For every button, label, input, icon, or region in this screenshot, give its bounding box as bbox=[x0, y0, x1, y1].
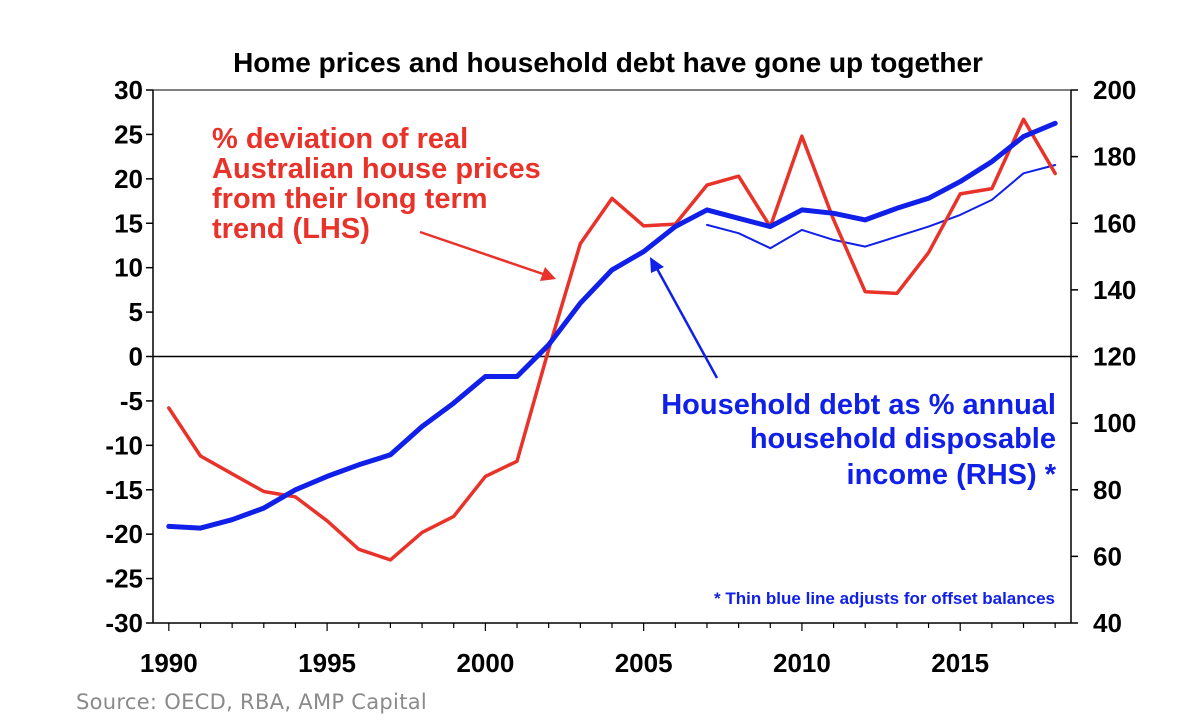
red-label-line: from their long term bbox=[212, 183, 488, 215]
left-tick-label: -15 bbox=[105, 475, 143, 505]
x-tick-label: 2010 bbox=[773, 648, 831, 678]
right-axis-ticks: 200 180 160 140 120 100 80 60 40 bbox=[1071, 75, 1136, 638]
footnote: * Thin blue line adjusts for offset bala… bbox=[714, 589, 1055, 608]
right-tick-label: 140 bbox=[1093, 275, 1136, 305]
red-label-line: trend (LHS) bbox=[212, 213, 370, 245]
red-label-line: % deviation of real bbox=[212, 123, 468, 155]
right-tick-label: 40 bbox=[1093, 608, 1122, 638]
red-label-arrow bbox=[419, 230, 547, 277]
x-tick-label: 1990 bbox=[140, 648, 198, 678]
left-tick-label: 10 bbox=[114, 253, 143, 283]
left-tick-label: -30 bbox=[105, 608, 143, 638]
left-tick-label: -25 bbox=[105, 564, 143, 594]
right-tick-label: 180 bbox=[1093, 142, 1136, 172]
household-debt-line bbox=[166, 120, 1058, 531]
red-arrowhead-icon bbox=[540, 267, 556, 281]
red-label-line: Australian house prices bbox=[212, 153, 541, 185]
left-tick-label: 15 bbox=[114, 208, 143, 238]
right-tick-label: 160 bbox=[1093, 208, 1136, 238]
blue-label-line: income (RHS) * bbox=[847, 459, 1057, 491]
x-tick-label: 2005 bbox=[615, 648, 673, 678]
right-tick-label: 80 bbox=[1093, 475, 1122, 505]
blue-label-arrow bbox=[653, 264, 719, 379]
right-tick-label: 200 bbox=[1093, 75, 1136, 105]
chart-title: Home prices and household debt have gone… bbox=[233, 47, 983, 78]
x-tick-label: 2000 bbox=[456, 648, 514, 678]
right-tick-label: 60 bbox=[1093, 541, 1122, 571]
left-tick-label: 20 bbox=[114, 164, 143, 194]
left-tick-label: -10 bbox=[105, 430, 143, 460]
left-tick-label: 25 bbox=[114, 119, 143, 149]
blue-label-line: household disposable bbox=[750, 423, 1056, 455]
household-debt-offset-adjusted-line bbox=[706, 164, 1057, 250]
left-tick-label: -5 bbox=[120, 386, 143, 416]
left-axis-ticks: 30 25 20 15 10 5 0 -5 -10 -15 -20 -25 -30 bbox=[105, 75, 153, 638]
blue-label-line: Household debt as % annual bbox=[661, 389, 1056, 421]
source-note: Source: OECD, RBA, AMP Capital bbox=[76, 690, 428, 714]
left-tick-label: 30 bbox=[114, 75, 143, 105]
blue-arrowhead-icon bbox=[650, 257, 664, 273]
left-tick-label: -20 bbox=[105, 519, 143, 549]
house-price-deviation-line bbox=[167, 117, 1057, 562]
x-tick-label: 2015 bbox=[931, 648, 989, 678]
left-tick-label: 0 bbox=[129, 342, 143, 372]
red-series-label: % deviation of real Australian house pri… bbox=[212, 123, 541, 245]
right-tick-label: 120 bbox=[1093, 342, 1136, 372]
series-layer bbox=[166, 117, 1058, 562]
blue-series-label: Household debt as % annual household dis… bbox=[661, 389, 1056, 491]
x-tick-label: 1995 bbox=[298, 648, 356, 678]
right-tick-label: 100 bbox=[1093, 408, 1136, 438]
x-axis-ticks: 1990 1995 2000 2005 2010 2015 bbox=[140, 623, 1056, 678]
left-tick-label: 5 bbox=[129, 297, 143, 327]
